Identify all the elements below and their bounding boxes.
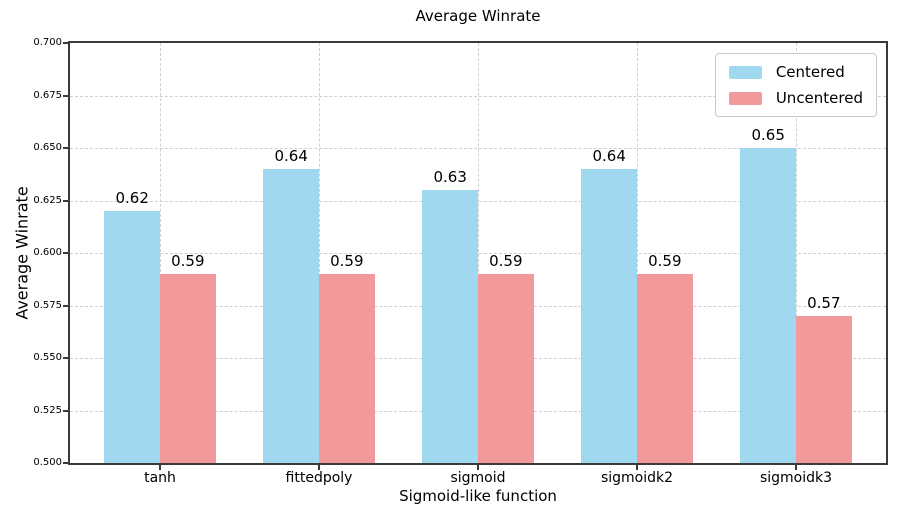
y-tick-label: 0.700	[33, 37, 62, 48]
legend-label: Centered	[775, 63, 845, 81]
legend-swatch-centered	[728, 65, 762, 79]
y-tick-label: 0.525	[33, 404, 62, 416]
x-tick-label: tanh	[144, 470, 176, 486]
x-tick-label: sigmoid	[450, 470, 506, 486]
x-tick-mark	[477, 465, 479, 470]
x-tick-mark	[636, 465, 638, 470]
legend: Centered Uncentered	[714, 53, 877, 117]
y-tick-label: 0.550	[33, 352, 62, 363]
x-tick-mark	[795, 465, 797, 470]
x-tick-label: sigmoidk2	[600, 470, 674, 486]
x-tick-mark	[318, 465, 320, 470]
y-tick-label: 0.650	[33, 142, 62, 153]
y-tick-label: 0.675	[33, 89, 62, 101]
plot-border	[68, 41, 888, 465]
legend-item-uncentered: Uncentered	[728, 89, 863, 107]
chart-title: Average Winrate	[415, 7, 541, 25]
x-axis-label: Sigmoid-like function	[399, 487, 557, 505]
legend-label: Uncentered	[775, 89, 863, 107]
y-axis-label: Average Winrate	[12, 186, 32, 320]
legend-swatch-uncentered	[728, 91, 762, 105]
legend-item-centered: Centered	[728, 63, 863, 81]
x-tick-label: fittedpoly	[285, 470, 353, 486]
x-tick-label: sigmoidk3	[759, 470, 833, 486]
x-tick-mark	[159, 465, 161, 470]
y-tick-label: 0.500	[33, 457, 62, 468]
